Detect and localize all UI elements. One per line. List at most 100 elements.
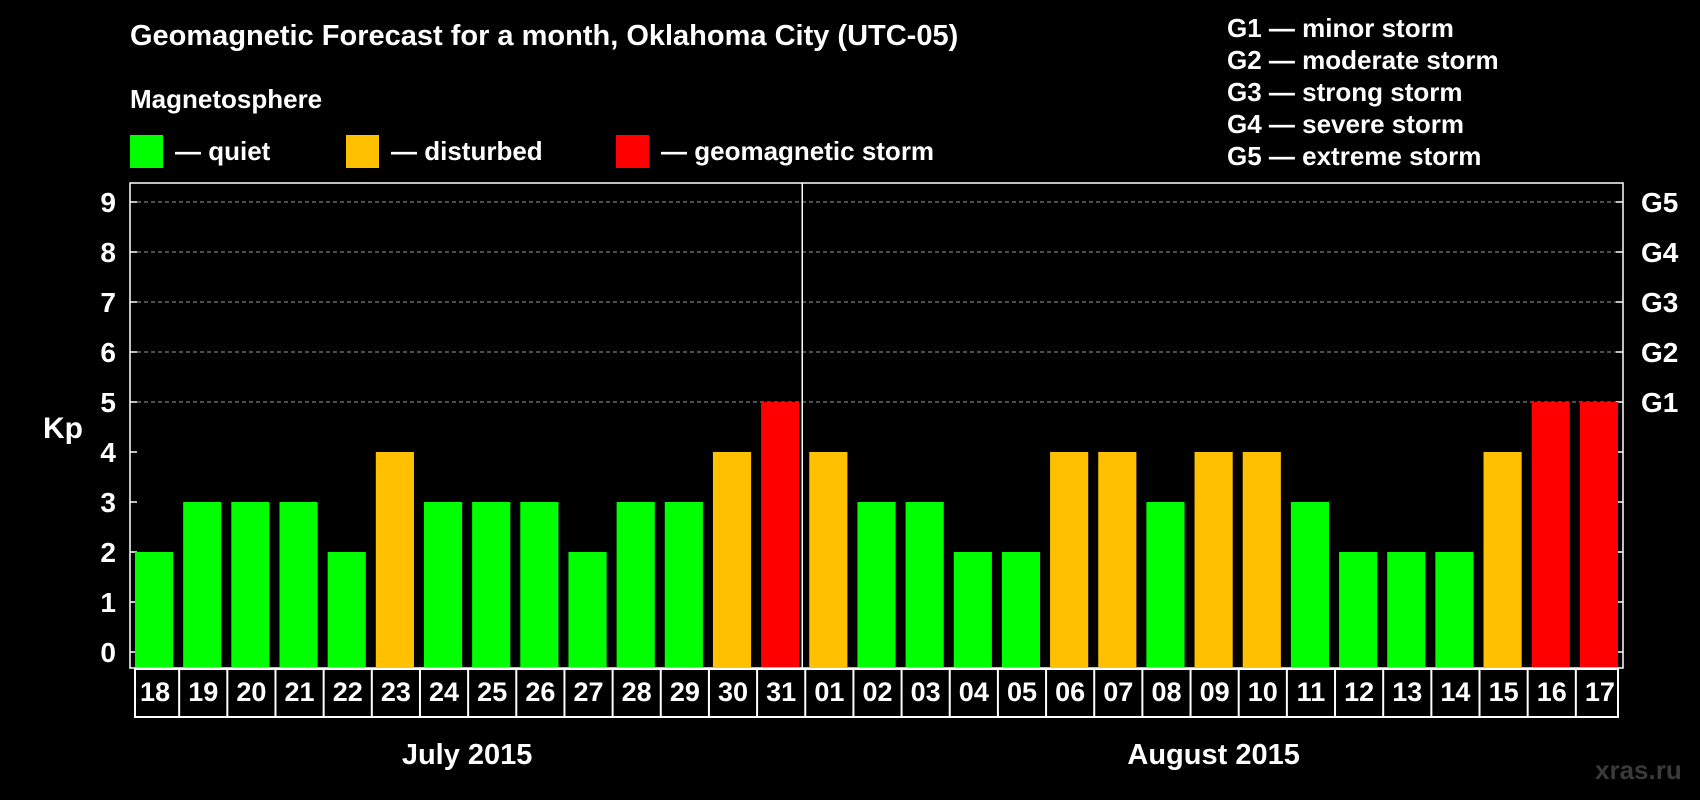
x-tick-label: 25 <box>477 677 507 707</box>
x-tick-label: 01 <box>814 677 844 707</box>
bar <box>1290 502 1330 667</box>
bar <box>1339 552 1378 667</box>
x-tick-label: 11 <box>1297 677 1326 707</box>
x-tick-label: 12 <box>1344 677 1374 707</box>
x-tick-label: 18 <box>140 677 170 707</box>
legend-label-storm: — geomagnetic storm <box>661 135 935 166</box>
y-tick-label: 7 <box>100 287 116 318</box>
right-tick-label: G2 <box>1641 337 1678 368</box>
y-tick-label: 0 <box>100 637 116 668</box>
bar <box>423 502 463 667</box>
right-tick-label: G1 <box>1641 387 1678 418</box>
bar <box>1387 552 1426 667</box>
storm-level-g5: G5 — extreme storm <box>1227 141 1482 171</box>
bar <box>761 402 800 667</box>
x-tick-label: 04 <box>959 677 989 707</box>
watermark: xras.ru <box>1595 755 1682 785</box>
bar <box>664 502 703 667</box>
x-tick-label: 20 <box>236 677 266 707</box>
bar <box>1098 452 1137 667</box>
x-tick-label: 31 <box>766 677 796 707</box>
chart-title: Geomagnetic Forecast for a month, Oklaho… <box>130 20 959 52</box>
x-tick-label: 23 <box>381 677 411 707</box>
x-tick-label: 08 <box>1151 677 1181 707</box>
bar <box>279 502 318 667</box>
bar <box>135 552 174 667</box>
right-tick-label: G5 <box>1641 187 1678 218</box>
bar <box>905 502 944 667</box>
x-tick-label: 06 <box>1055 677 1085 707</box>
y-tick-label: 5 <box>100 387 116 418</box>
bar <box>1531 402 1570 667</box>
bar <box>809 452 848 667</box>
bar <box>520 502 559 667</box>
x-tick-label: 29 <box>670 677 700 707</box>
x-tick-label: 21 <box>285 677 315 707</box>
y-axis-label: Kp <box>43 412 83 445</box>
right-tick-label: G4 <box>1641 237 1679 268</box>
y-tick-label: 1 <box>100 587 116 618</box>
bar <box>1001 552 1041 667</box>
bar <box>1483 452 1522 667</box>
legend-label-quiet: — quiet <box>175 135 271 166</box>
y-tick-label: 8 <box>100 237 116 268</box>
bar <box>1242 452 1281 667</box>
storm-level-g4: G4 — severe storm <box>1227 109 1465 139</box>
x-tick-label: 03 <box>911 677 941 707</box>
date-axis-frame <box>134 668 1619 718</box>
bar <box>231 502 270 667</box>
y-tick-label: 4 <box>100 437 116 468</box>
bar <box>1579 402 1618 667</box>
month-label: July 2015 <box>402 739 533 771</box>
x-tick-label: 27 <box>574 677 604 707</box>
x-tick-label: 24 <box>429 677 459 707</box>
x-tick-label: 09 <box>1200 677 1230 707</box>
legend-swatch-storm <box>616 134 649 168</box>
magnetosphere-label: Magnetosphere <box>130 84 323 114</box>
legend-swatch-disturbed <box>346 134 379 168</box>
x-tick-label: 16 <box>1537 677 1567 707</box>
bar <box>1194 452 1233 667</box>
bar <box>375 452 414 667</box>
x-tick-label: 05 <box>1007 677 1037 707</box>
legend-swatch-quiet <box>130 134 163 168</box>
bar <box>1435 552 1474 667</box>
x-tick-label: 30 <box>718 677 748 707</box>
storm-level-g2: G2 — moderate storm <box>1227 45 1499 75</box>
bar <box>953 552 992 667</box>
legend-item-quiet: — quiet <box>130 134 270 168</box>
y-tick-label: 2 <box>100 537 116 568</box>
month-label: August 2015 <box>1127 739 1299 771</box>
bar <box>1050 452 1089 667</box>
bar <box>857 502 896 667</box>
bar <box>1146 502 1185 667</box>
x-tick-label: 13 <box>1392 677 1422 707</box>
bar <box>327 552 366 667</box>
bar <box>183 502 222 667</box>
y-tick-label: 3 <box>100 487 116 518</box>
x-tick-label: 22 <box>333 677 363 707</box>
bar <box>568 552 607 667</box>
x-tick-label: 19 <box>188 677 218 707</box>
y-tick-label: 6 <box>100 337 116 368</box>
storm-level-g3: G3 — strong storm <box>1227 77 1463 107</box>
storm-level-g1: G1 — minor storm <box>1227 13 1454 43</box>
legend-item-disturbed: — disturbed <box>346 134 543 168</box>
x-tick-label: 15 <box>1489 677 1519 707</box>
bar <box>712 452 752 667</box>
x-tick-label: 10 <box>1248 677 1278 707</box>
bar <box>616 502 655 667</box>
storm-level-legend: G1 — minor storm G2 — moderate storm G3 … <box>1227 12 1499 172</box>
x-tick-label: 07 <box>1103 677 1133 707</box>
x-tick-label: 17 <box>1585 677 1615 707</box>
legend-item-storm: — geomagnetic storm <box>616 134 934 168</box>
x-tick-label: 14 <box>1440 677 1470 707</box>
x-tick-label: 26 <box>525 677 555 707</box>
x-tick-label: 28 <box>622 677 652 707</box>
bar <box>472 502 511 667</box>
legend-label-disturbed: — disturbed <box>391 135 543 166</box>
x-tick-label: 02 <box>862 677 892 707</box>
right-tick-label: G3 <box>1641 287 1678 318</box>
y-tick-label: 9 <box>100 187 116 218</box>
